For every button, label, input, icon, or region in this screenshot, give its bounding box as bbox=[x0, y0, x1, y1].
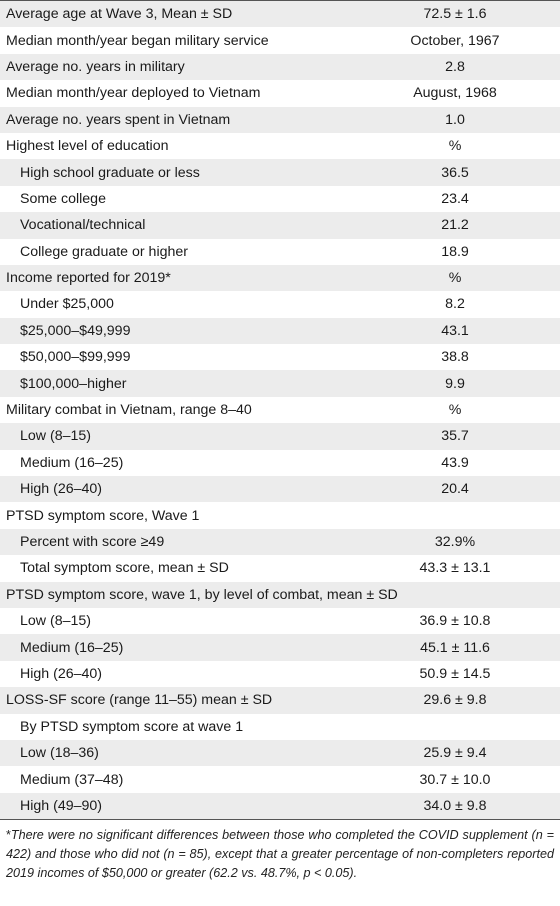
table-row: Average no. years spent in Vietnam 1.0 bbox=[0, 106, 560, 133]
table-row: LOSS-SF score (range 11–55) mean ± SD 29.… bbox=[0, 687, 560, 714]
row-label: $100,000–higher bbox=[20, 375, 127, 392]
row-label: Medium (37–48) bbox=[20, 771, 124, 788]
row-label: By PTSD symptom score at wave 1 bbox=[20, 718, 244, 735]
table-row: Low (18–36) 25.9 ± 9.4 bbox=[0, 739, 560, 767]
row-value: October, 1967 bbox=[410, 32, 500, 49]
table-row: Average age at Wave 3, Mean ± SD 72.5 ± 1… bbox=[0, 1, 560, 28]
table-row: Medium (37–48) 30.7 ± 10.0 bbox=[0, 766, 560, 792]
row-value: 72.5 ± 1.6 bbox=[423, 6, 487, 23]
table-bottom-rule bbox=[0, 819, 560, 821]
row-value: 43.3 ± 13.1 bbox=[419, 560, 491, 577]
table-row: High (26–40) 50.9 ± 14.5 bbox=[0, 661, 560, 687]
table-row: High (26–40) 20.4 bbox=[0, 476, 560, 503]
table-row: College graduate or higher 18.9 bbox=[0, 239, 560, 265]
row-value: 34.0 ± 9.8 bbox=[423, 797, 487, 814]
table-row: $100,000–higher 9.9 bbox=[0, 370, 560, 397]
row-label: Low (8–15) bbox=[20, 613, 91, 630]
row-label: Medium (16–25) bbox=[20, 454, 124, 471]
row-value: 9.9 bbox=[445, 375, 465, 392]
row-value: 35.7 bbox=[441, 428, 469, 445]
table-row: By PTSD symptom score at wave 1 bbox=[0, 714, 560, 740]
row-label: $50,000–$99,999 bbox=[20, 349, 131, 366]
row-value: 29.6 ± 9.8 bbox=[423, 692, 487, 709]
table-row: Income reported for 2019*% bbox=[0, 264, 560, 292]
table-row: Average no. years in military 2.8 bbox=[0, 53, 560, 81]
row-label: Total symptom score, mean ± SD bbox=[20, 560, 229, 577]
table-row: High school graduate or less 36.5 bbox=[0, 159, 560, 186]
row-label: High (26–40) bbox=[20, 665, 103, 682]
row-label: Low (18–36) bbox=[20, 745, 99, 762]
row-label: Median month/year deployed to Vietnam bbox=[6, 85, 261, 102]
row-value: 1.0 bbox=[445, 111, 465, 128]
row-label: Low (8–15) bbox=[20, 428, 91, 445]
footnote-text: There were no significant differences be… bbox=[6, 828, 554, 881]
row-label: PTSD symptom score, Wave 1 bbox=[6, 507, 200, 524]
table-row: Medium (16–25) 43.9 bbox=[0, 450, 560, 476]
row-label: High school graduate or less bbox=[20, 164, 200, 181]
table-row: Highest level of education% bbox=[0, 133, 560, 159]
row-label: College graduate or higher bbox=[20, 243, 188, 260]
table-body: Average age at Wave 3, Mean ± SD 72.5 ± 1… bbox=[0, 1, 560, 820]
row-label: PTSD symptom score, wave 1, by level of … bbox=[6, 586, 398, 603]
table-footnote: *There were no significant differences b… bbox=[0, 820, 560, 883]
table-row: Percent with score ≥49 32.9% bbox=[0, 528, 560, 556]
row-label: Highest level of education bbox=[6, 138, 169, 155]
row-label: $25,000–$49,999 bbox=[20, 322, 131, 339]
table-row: $25,000–$49,999 43.1 bbox=[0, 317, 560, 345]
table-top-rule bbox=[0, 0, 560, 1]
table-row: $50,000–$99,999 38.8 bbox=[0, 344, 560, 370]
row-value: 38.8 bbox=[441, 349, 469, 366]
row-value: 45.1 ± 11.6 bbox=[420, 639, 490, 656]
row-label: High (49–90) bbox=[20, 797, 103, 814]
row-value: 25.9 ± 9.4 bbox=[423, 745, 487, 762]
footnote-marker: * bbox=[6, 828, 11, 843]
row-value: 23.4 bbox=[441, 190, 469, 207]
row-label: Medium (16–25) bbox=[20, 639, 124, 656]
table-row: Median month/year began military service… bbox=[0, 27, 560, 53]
row-value: 43.9 bbox=[441, 454, 469, 471]
row-label: Percent with score ≥49 bbox=[20, 534, 165, 550]
row-value: 18.9 bbox=[441, 243, 469, 260]
row-value: August, 1968 bbox=[413, 85, 497, 102]
table-row: Under $25,000 8.2 bbox=[0, 291, 560, 317]
table-row: Low (8–15) 36.9 ± 10.8 bbox=[0, 608, 560, 634]
row-label: Average no. years in military bbox=[6, 58, 185, 75]
row-label: Military combat in Vietnam, range 8–40 bbox=[6, 402, 252, 419]
table-row: PTSD symptom score, Wave 1 bbox=[0, 502, 560, 528]
table-row: Low (8–15) 35.7 bbox=[0, 423, 560, 450]
row-value: % bbox=[448, 402, 462, 419]
row-value: 8.2 bbox=[445, 296, 465, 313]
row-label: High (26–40) bbox=[20, 481, 103, 498]
row-value: 36.9 ± 10.8 bbox=[419, 613, 491, 630]
row-value: % bbox=[448, 138, 462, 155]
row-value: 2.8 bbox=[445, 58, 465, 75]
table-row: Military combat in Vietnam, range 8–40% bbox=[0, 397, 560, 423]
row-label: Income reported for 2019* bbox=[6, 270, 171, 287]
row-value: 36.5 bbox=[441, 164, 469, 181]
row-value: 32.9% bbox=[434, 534, 476, 550]
row-label: Average age at Wave 3, Mean ± SD bbox=[6, 6, 233, 23]
row-value: 20.4 bbox=[441, 481, 469, 498]
table-row: Medium (16–25) 45.1 ± 11.6 bbox=[0, 634, 560, 661]
table-row: Total symptom score, mean ± SD 43.3 ± 13.… bbox=[0, 555, 560, 581]
table-row: High (49–90) 34.0 ± 9.8 bbox=[0, 792, 560, 820]
row-label: Some college bbox=[20, 190, 106, 207]
row-label: Average no. years spent in Vietnam bbox=[6, 111, 231, 128]
row-label: Vocational/technical bbox=[20, 217, 146, 234]
table-row: Some college 23.4 bbox=[0, 186, 560, 212]
row-value: 50.9 ± 14.5 bbox=[419, 665, 491, 682]
row-label: Median month/year began military service bbox=[6, 32, 269, 49]
row-label: Under $25,000 bbox=[20, 296, 114, 313]
table-row: Median month/year deployed to Vietnam Aug… bbox=[0, 80, 560, 106]
table-row: Vocational/technical 21.2 bbox=[0, 212, 560, 239]
data-table: Average age at Wave 3, Mean ± SD 72.5 ± 1… bbox=[0, 0, 560, 883]
row-label: LOSS-SF score (range 11–55) mean ± SD bbox=[6, 692, 273, 709]
row-value: 21.2 bbox=[441, 217, 469, 234]
row-value: % bbox=[448, 270, 462, 287]
row-value: 30.7 ± 10.0 bbox=[419, 771, 491, 788]
table-row: PTSD symptom score, wave 1, by level of … bbox=[0, 581, 560, 608]
row-value: 43.1 bbox=[441, 322, 469, 339]
